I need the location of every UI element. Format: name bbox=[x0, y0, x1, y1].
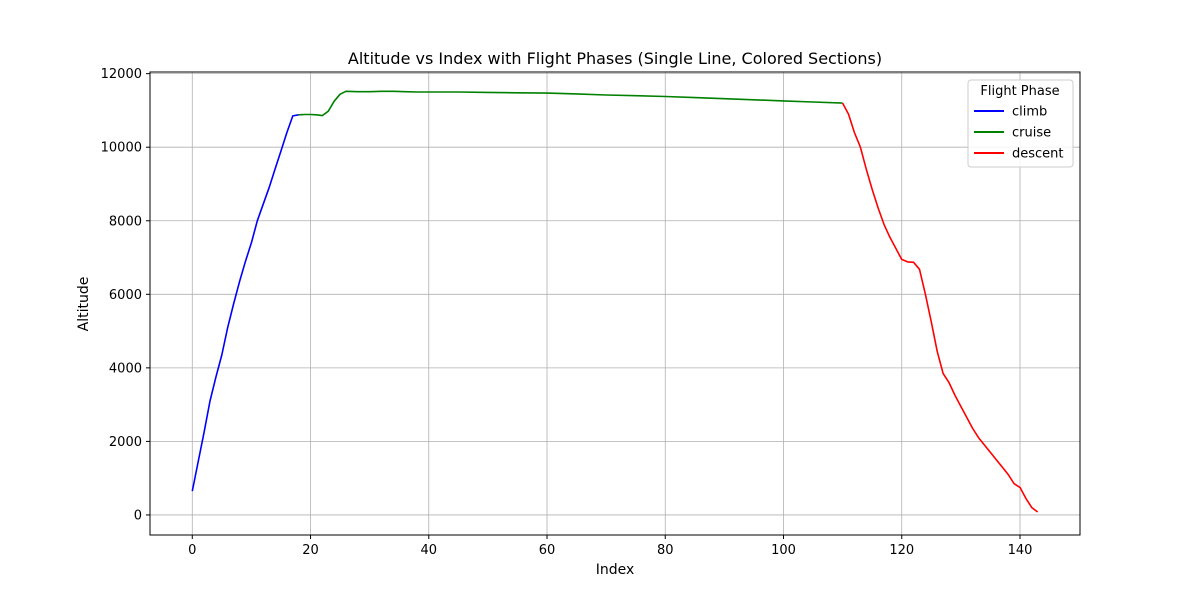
legend-box bbox=[967, 79, 1074, 168]
x-tick-label: 20 bbox=[302, 543, 319, 558]
x-tick-label: 100 bbox=[771, 543, 796, 558]
series-lines bbox=[191, 90, 1039, 513]
x-tick-label: 60 bbox=[539, 543, 556, 558]
y-tick-label: 6000 bbox=[109, 288, 142, 303]
x-tick-label: 120 bbox=[889, 543, 914, 558]
y-tick-label: 4000 bbox=[109, 361, 142, 376]
x-tick-label: 80 bbox=[657, 543, 674, 558]
x-tick-label: 0 bbox=[188, 543, 196, 558]
legend-label-climb: climb bbox=[1012, 105, 1047, 120]
x-tick-label: 140 bbox=[1008, 543, 1033, 558]
plot-frame bbox=[149, 71, 1081, 536]
legend-label-cruise: cruise bbox=[1012, 126, 1051, 141]
series-line-cruise bbox=[298, 90, 843, 117]
y-tick-label: 8000 bbox=[109, 214, 142, 229]
y-tick-label: 10000 bbox=[101, 141, 142, 156]
x-axis-label: Index bbox=[596, 562, 635, 578]
series-line-climb bbox=[191, 114, 299, 492]
y-tick-label: 12000 bbox=[101, 67, 142, 82]
x-tick-label: 40 bbox=[420, 543, 437, 558]
chart-title: Altitude vs Index with Flight Phases (Si… bbox=[348, 49, 882, 68]
legend-label-descent: descent bbox=[1012, 147, 1064, 162]
axis-ticks: 0 20 40 60 80 100 120 140 0 2000 4000 6000 8000 10000… bbox=[101, 67, 1033, 558]
legend-title: Flight Phase bbox=[980, 84, 1059, 99]
legend: Flight Phase climb cruise descent bbox=[967, 79, 1074, 168]
series-line-descent bbox=[841, 102, 1039, 513]
y-tick-label: 2000 bbox=[109, 435, 142, 450]
y-tick-label: 0 bbox=[134, 508, 142, 523]
legend-entries: climb cruise descent bbox=[974, 105, 1064, 162]
y-axis-label: Altitude bbox=[76, 277, 92, 332]
